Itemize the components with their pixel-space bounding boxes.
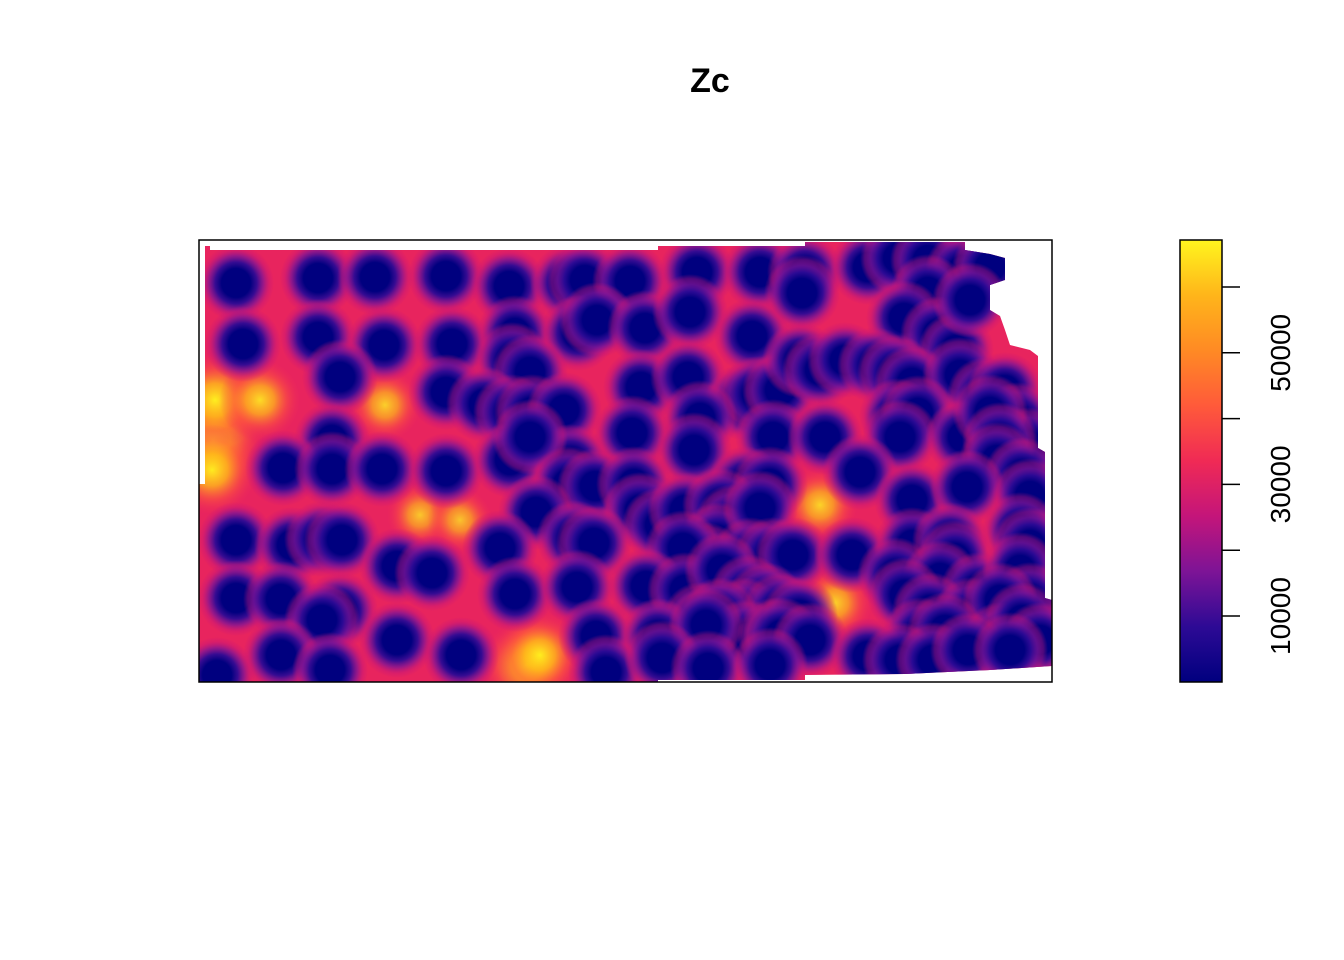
sample-point-130 <box>477 556 553 632</box>
sample-point-3 <box>408 242 484 314</box>
sample-point-16 <box>205 306 281 382</box>
sample-point-164 <box>972 612 1048 682</box>
sample-point-154 <box>292 632 368 682</box>
legend-tick-label: 50000 <box>1265 314 1296 392</box>
sample-point-141 <box>359 602 435 678</box>
plot-frame <box>198 239 1053 683</box>
legend-color-bar <box>1179 239 1223 683</box>
sample-point-158 <box>670 630 746 682</box>
sample-point-142 <box>423 617 499 682</box>
sample-point-24 <box>652 274 728 350</box>
raster-map <box>199 242 1052 682</box>
hotspot-2 <box>199 424 258 516</box>
sample-point-0 <box>199 245 274 321</box>
sample-point-155 <box>199 637 255 682</box>
sample-point-1 <box>280 242 356 316</box>
sample-point-32 <box>302 339 378 415</box>
sample-point-96 <box>199 502 274 578</box>
sample-point-31 <box>932 262 1008 338</box>
sample-point-2 <box>337 242 413 315</box>
legend-tick-label: 10000 <box>1265 577 1296 655</box>
legend-ticks: 10000 30000 50000 <box>1222 286 1296 655</box>
sample-point-113 <box>394 535 470 611</box>
sample-point-26 <box>764 255 840 331</box>
map-title: Zc <box>690 62 730 100</box>
sample-point-70 <box>408 433 484 509</box>
color-legend: 10000 30000 50000 <box>1179 239 1296 683</box>
sample-point-159 <box>732 627 808 682</box>
legend-tick-label: 30000 <box>1265 445 1296 523</box>
sample-point-halos <box>199 242 1052 682</box>
sample-point-69 <box>344 431 420 507</box>
